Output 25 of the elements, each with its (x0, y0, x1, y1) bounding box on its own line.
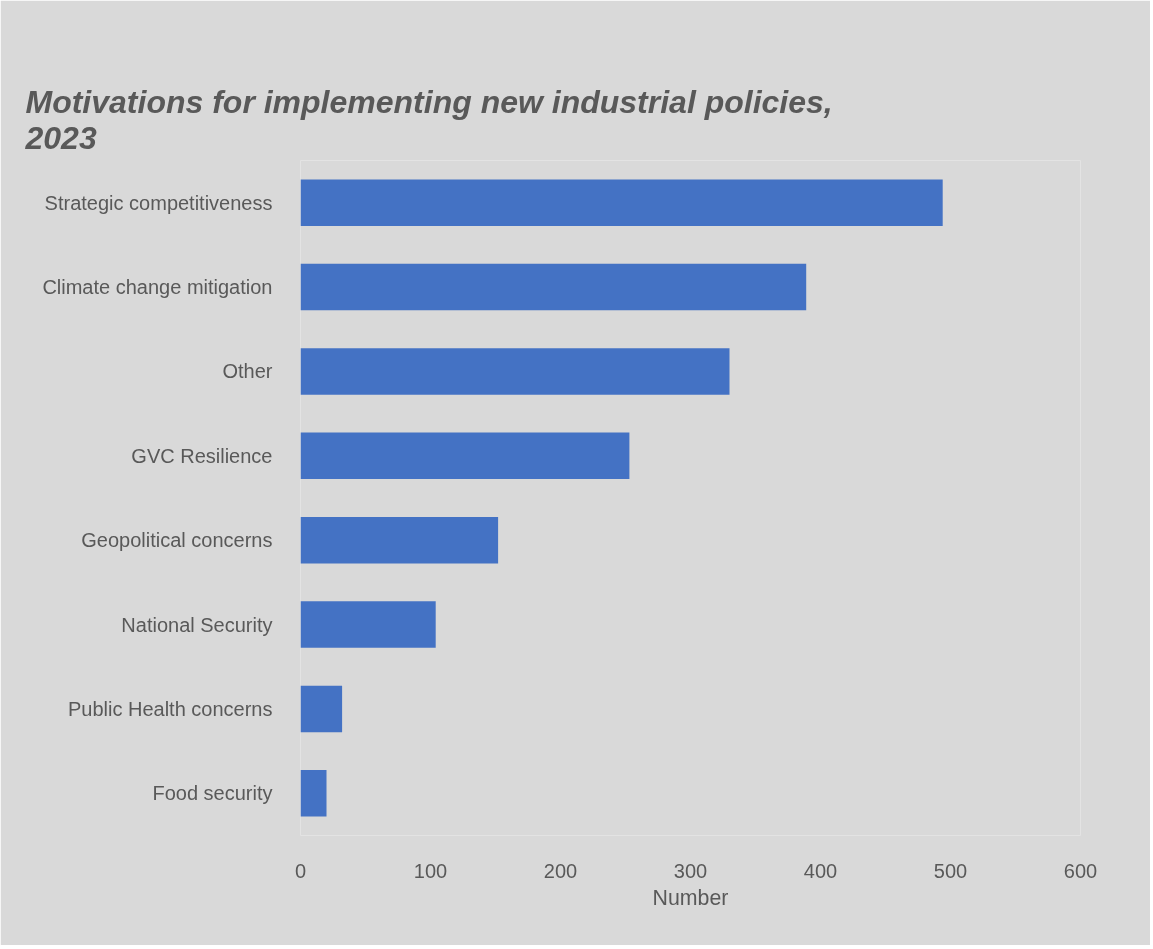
y-tick-label: National Security (121, 613, 273, 636)
y-tick-label: GVC Resilience (131, 444, 273, 467)
y-tick-label: Strategic competitiveness (44, 191, 273, 214)
bar (300, 348, 730, 395)
y-tick-label: Food security (152, 782, 273, 805)
x-tick-label: 300 (673, 859, 708, 882)
x-tick-label: 500 (933, 859, 968, 882)
x-tick-label: 600 (1063, 859, 1098, 882)
x-tick-label: 400 (803, 859, 838, 882)
y-tick-label: Other (222, 360, 273, 383)
y-tick-label: Public Health concerns (67, 697, 273, 720)
bar (300, 179, 943, 226)
bar (300, 516, 499, 564)
y-tick-label: Geopolitical concerns (81, 529, 273, 552)
bar (300, 432, 630, 480)
bar (300, 770, 327, 817)
x-tick-label: 100 (413, 859, 448, 882)
bar (300, 263, 807, 311)
bar (300, 685, 343, 733)
y-tick-label: Climate change mitigation (42, 276, 273, 299)
x-axis-title: Number (652, 885, 729, 910)
bar (300, 601, 436, 648)
x-tick-label: 0 (294, 859, 307, 882)
chart-title: Motivations for implementing new industrial policies, 2023 (24, 83, 833, 156)
x-tick-label: 200 (543, 859, 578, 882)
